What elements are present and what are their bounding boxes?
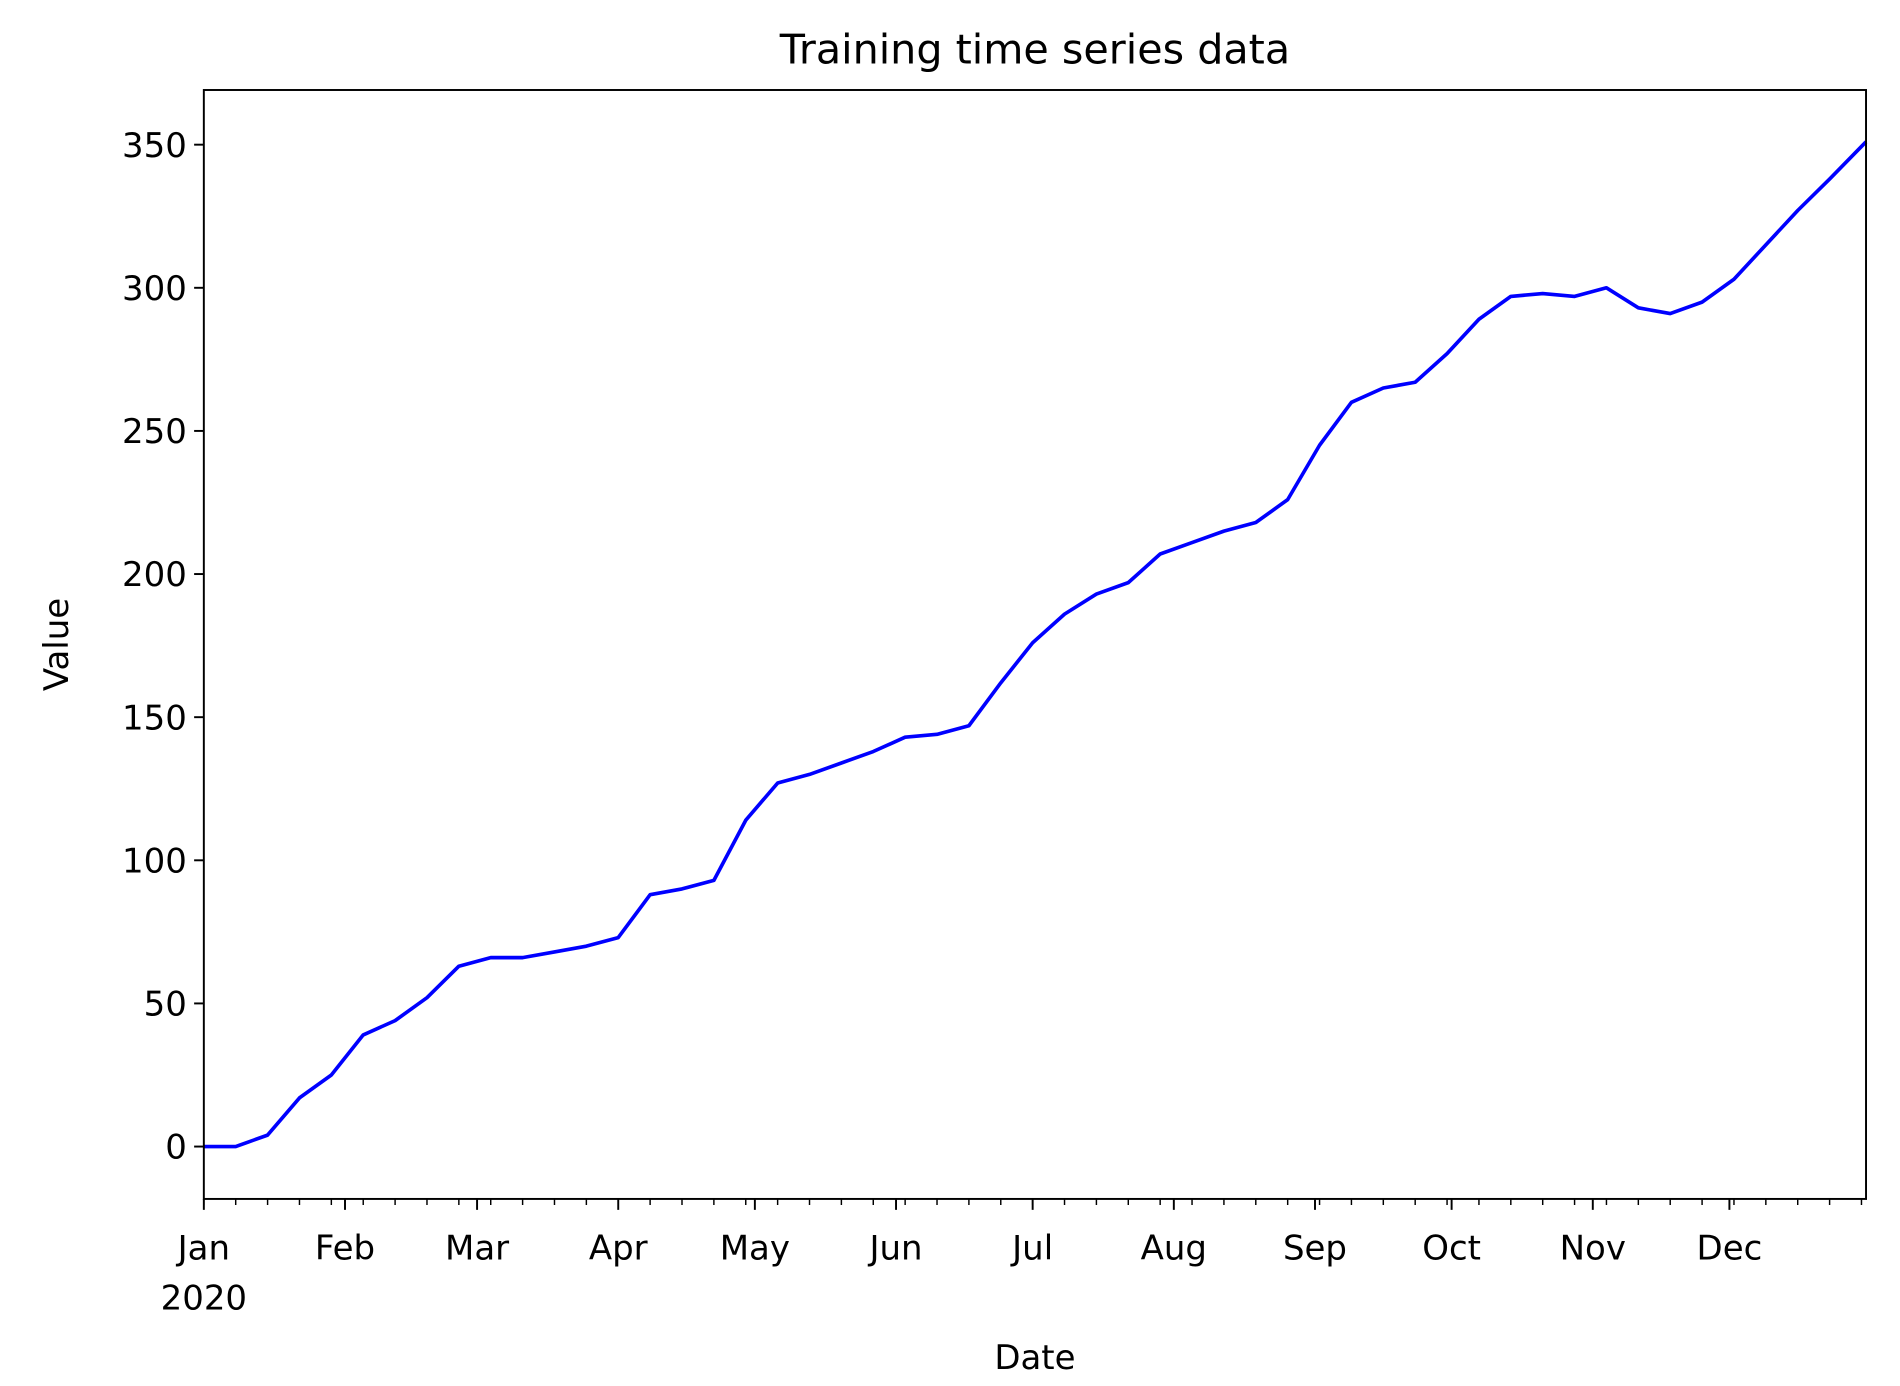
y-tick-label: 50 — [144, 985, 187, 1025]
y-tick-label: 200 — [122, 555, 187, 595]
x-tick-label: Mar — [445, 1229, 509, 1269]
y-tick-label: 100 — [122, 841, 187, 881]
y-axis-label: Value — [37, 598, 77, 691]
plot-frame — [202, 89, 1867, 1200]
chart-title: Training time series data — [779, 25, 1290, 73]
y-tick-label: 300 — [122, 269, 187, 309]
x-tick-label: Oct — [1422, 1229, 1481, 1269]
x-tick-label: Sep — [1283, 1229, 1347, 1269]
x-tick-label: Nov — [1560, 1229, 1626, 1269]
x-tick-label: Jun — [867, 1229, 922, 1269]
x-tick-label: Apr — [589, 1229, 648, 1269]
series-line — [203, 140, 1868, 1149]
y-tick-label: 150 — [122, 698, 187, 738]
x-axis-label: Date — [994, 1338, 1075, 1378]
x-tick-label: Aug — [1141, 1229, 1207, 1269]
x-tick-label: Feb — [315, 1229, 375, 1269]
y-tick-label: 350 — [122, 126, 187, 166]
y-tick-label: 250 — [122, 412, 187, 452]
x-tick-label: Jan — [176, 1229, 230, 1269]
x-tick-label: Dec — [1697, 1229, 1763, 1269]
x-year-label: 2020 — [161, 1278, 247, 1318]
x-tick-label: May — [720, 1229, 790, 1269]
x-tick-label: Jul — [1010, 1229, 1053, 1269]
y-tick-label: 0 — [165, 1128, 187, 1168]
